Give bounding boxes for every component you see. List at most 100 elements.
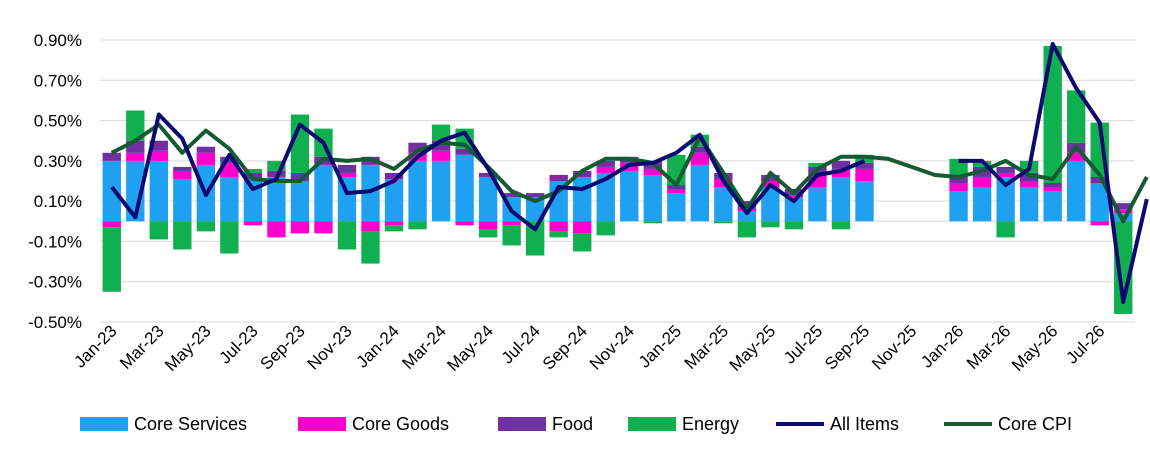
legend-label: Core CPI <box>998 414 1072 434</box>
x-tick-label: Jul-26 <box>1062 321 1108 367</box>
y-tick-label: 0.10% <box>34 192 82 211</box>
bar-energy <box>1067 90 1086 143</box>
bar-core-goods <box>196 152 216 165</box>
y-tick-label: 0.70% <box>34 71 82 90</box>
bar-core-services <box>337 176 357 222</box>
bar-core-services <box>972 187 992 222</box>
bar-core-services <box>596 172 615 222</box>
bar-energy <box>126 110 145 141</box>
bar-core-goods <box>996 172 1015 177</box>
bar-core-goods <box>337 172 357 177</box>
line-core-cpi <box>110 122 1149 224</box>
bar-energy <box>431 124 451 141</box>
bar-core-goods <box>1114 209 1133 214</box>
bar-energy <box>196 221 216 232</box>
bar-core-services <box>996 176 1015 222</box>
bar-food <box>1043 183 1062 188</box>
bar-energy <box>502 225 521 246</box>
bar-core-services <box>243 178 263 222</box>
legend-swatch <box>298 417 346 431</box>
bar-food <box>737 201 757 208</box>
bar-core-services <box>408 160 427 222</box>
bar-energy <box>972 160 992 167</box>
bar-food <box>831 160 851 169</box>
bar-core-services <box>1067 160 1086 222</box>
legend-label: Food <box>552 414 593 434</box>
bar-core-goods <box>549 221 568 232</box>
bar-food <box>502 193 521 198</box>
bar-core-goods <box>1090 221 1109 226</box>
bar-core-goods <box>855 168 874 181</box>
series-lines <box>110 42 1149 304</box>
bar-food <box>996 166 1015 173</box>
bar-food <box>431 140 451 151</box>
bar-core-goods <box>478 221 498 230</box>
x-tick-label: Jan-25 <box>635 321 685 371</box>
bar-core-goods <box>596 166 615 173</box>
bar-energy <box>478 229 498 238</box>
bar-food <box>549 174 568 181</box>
bar-energy <box>855 154 874 163</box>
bar-core-services <box>761 187 780 222</box>
x-tick-label: May-25 <box>726 321 780 375</box>
bar-core-services <box>431 160 451 222</box>
y-axis-ticks: 0.90% 0.70% 0.50% 0.30% 0.10% -0.10% -0.30% -0.… <box>28 31 82 332</box>
bar-core-services <box>525 197 545 222</box>
bar-core-services <box>173 178 192 222</box>
bar-core-goods <box>573 221 592 234</box>
legend-swatch <box>80 417 128 431</box>
bar-energy <box>737 221 757 238</box>
bar-energy <box>808 162 827 167</box>
bar-core-services <box>690 164 710 222</box>
bar-energy <box>996 221 1015 238</box>
bar-food <box>855 162 874 169</box>
bar-food <box>290 172 310 181</box>
x-tick-label: Jul-23 <box>216 321 262 367</box>
bar-core-services <box>784 197 804 222</box>
bar-core-services <box>384 178 404 222</box>
x-tick-label: Jan-26 <box>917 321 967 371</box>
y-tick-label: -0.10% <box>28 232 82 251</box>
bar-energy <box>220 221 239 254</box>
y-tick-label: -0.30% <box>28 273 82 292</box>
bar-energy <box>361 231 380 264</box>
bar-core-services <box>478 176 498 222</box>
x-tick-label: Sep-24 <box>539 321 591 373</box>
legend-label: Core Goods <box>352 414 449 434</box>
bar-energy <box>408 221 427 230</box>
bar-core-services <box>314 164 333 222</box>
bar-energy <box>643 221 662 224</box>
bar-food <box>478 172 498 177</box>
bar-energy <box>596 221 615 236</box>
bar-core-services <box>102 160 121 222</box>
bar-energy <box>243 168 263 173</box>
bar-food <box>173 166 192 171</box>
bar-energy <box>761 221 780 228</box>
bar-energy <box>337 221 357 250</box>
bar-core-goods <box>784 195 804 198</box>
bar-core-goods <box>643 168 662 175</box>
bar-energy <box>384 225 404 232</box>
bar-core-goods <box>972 176 992 188</box>
bar-core-services <box>737 211 757 222</box>
bar-energy <box>149 221 168 240</box>
bar-energy <box>267 160 286 171</box>
x-tick-label: May-26 <box>1008 321 1062 375</box>
bar-core-services <box>667 193 686 222</box>
bar-core-goods <box>831 168 851 177</box>
bar-food <box>455 148 474 155</box>
x-tick-label: Nov-24 <box>586 321 638 373</box>
x-tick-label: May-23 <box>161 321 215 375</box>
bar-core-goods <box>361 221 380 232</box>
bar-food <box>220 156 239 163</box>
bar-energy <box>714 221 733 224</box>
bar-food <box>761 174 780 181</box>
legend: Core Services Core Goods Food Energy All Ite… <box>80 414 1072 434</box>
x-tick-label: Sep-23 <box>257 321 309 373</box>
bar-core-goods <box>314 221 333 234</box>
bar-food <box>337 164 357 173</box>
bar-core-goods <box>455 221 474 226</box>
bar-core-services <box>1090 183 1109 222</box>
bar-energy <box>784 221 804 230</box>
